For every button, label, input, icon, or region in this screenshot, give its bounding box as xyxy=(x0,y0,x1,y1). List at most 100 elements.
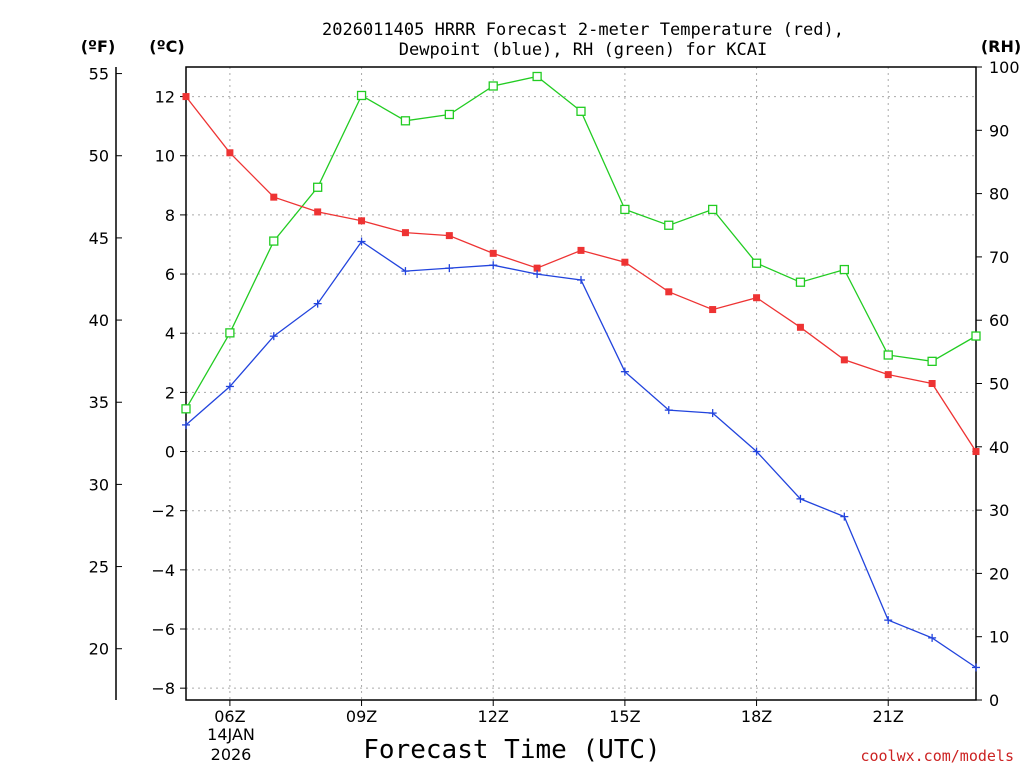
temperature-point xyxy=(401,229,409,237)
c-tick-label: 4 xyxy=(165,324,175,343)
temperature-point xyxy=(709,306,717,314)
f-tick-label: 55 xyxy=(89,65,109,84)
temperature-point xyxy=(270,193,278,201)
x-tick-label-15Z: 15Z xyxy=(609,707,640,726)
x-date-label-line2: 2026 xyxy=(211,745,252,764)
rh-point xyxy=(488,81,498,91)
temperature-point xyxy=(972,448,980,456)
celsius-unit-label: (ºC) xyxy=(149,37,184,56)
temperature-point xyxy=(533,264,541,272)
temperature-point xyxy=(753,294,761,302)
c-tick-label: 6 xyxy=(165,265,175,284)
rh-point xyxy=(225,328,235,338)
dewpoint-point xyxy=(357,237,366,246)
rh-point xyxy=(971,331,981,341)
x-tick-label-09Z: 09Z xyxy=(346,707,377,726)
temperature-series-line xyxy=(185,96,977,452)
dewpoint-point xyxy=(664,406,673,415)
axes: −8 −6 −4 −2 0 2 4 6 8 10 12 20 25 30 35 40 45 50 55 0 10 20 30… xyxy=(89,58,1020,726)
rh-point xyxy=(620,204,630,215)
rh-tick-label: 80 xyxy=(989,185,1009,204)
f-tick-label: 30 xyxy=(89,475,109,494)
temperature-point xyxy=(665,288,673,296)
rh-point xyxy=(664,220,674,230)
temperature-point xyxy=(577,246,585,254)
rh-tick-label: 60 xyxy=(989,311,1009,330)
rh-point xyxy=(269,236,279,246)
f-tick-label: 20 xyxy=(89,640,109,659)
c-tick-label: 8 xyxy=(165,206,175,225)
gridlines xyxy=(186,67,976,700)
rh-point xyxy=(795,277,806,287)
dewpoint-point xyxy=(313,299,322,308)
temperature-point xyxy=(796,323,804,331)
rh-tick-label: 100 xyxy=(989,58,1020,77)
rh-point xyxy=(576,106,586,116)
dewpoint-point xyxy=(401,267,410,276)
temperature-point xyxy=(314,208,322,216)
rh-series-line xyxy=(185,75,977,410)
rh-tick-label: 40 xyxy=(989,438,1009,457)
rh-point xyxy=(400,116,411,126)
rh-point xyxy=(708,204,718,215)
rh-tick-label: 20 xyxy=(989,564,1009,583)
dewpoint-point xyxy=(182,420,190,429)
plot-frame xyxy=(185,66,977,701)
rh-point xyxy=(839,264,849,275)
dewpoint-point xyxy=(489,261,498,270)
x-date-label-line1: 14JAN xyxy=(207,725,255,744)
dewpoint-point xyxy=(577,275,585,284)
c-tick-label: −6 xyxy=(151,620,175,639)
dewpoint-point xyxy=(533,270,542,279)
f-tick-label: 45 xyxy=(89,229,109,248)
c-tick-label: 12 xyxy=(155,88,175,107)
fahrenheit-unit-label: (ºF) xyxy=(81,37,116,56)
dewpoint-point xyxy=(708,409,717,418)
dewpoint-point xyxy=(884,616,893,625)
credit-watermark: coolwx.com/models xyxy=(860,747,1014,765)
rh-point xyxy=(356,90,367,101)
rh-tick-label: 70 xyxy=(989,248,1009,267)
c-tick-label: −2 xyxy=(151,502,175,521)
dewpoint-point xyxy=(445,264,454,273)
rh-unit-label: (RH) xyxy=(981,37,1021,56)
f-tick-label: 25 xyxy=(89,558,109,577)
x-tick-label-12Z: 12Z xyxy=(478,707,509,726)
rh-tick-label: 0 xyxy=(989,691,999,710)
rh-point xyxy=(927,356,937,366)
rh-point xyxy=(444,109,454,120)
rh-point xyxy=(751,258,762,268)
x-tick-label-21Z: 21Z xyxy=(873,707,904,726)
rh-point xyxy=(181,404,191,414)
dewpoint-point xyxy=(620,367,629,376)
temperature-point xyxy=(928,380,936,387)
dewpoint-point xyxy=(972,663,980,672)
f-tick-label: 35 xyxy=(89,393,109,412)
rh-point xyxy=(532,71,542,82)
chart-title-line2: Dewpoint (blue), RH (green) for KCAI xyxy=(399,40,767,60)
x-tick-label-06Z: 06Z xyxy=(214,707,245,726)
rh-tick-label: 90 xyxy=(989,121,1009,140)
x-axis-title: Forecast Time (UTC) xyxy=(363,735,660,765)
x-tick-label-18Z: 18Z xyxy=(741,707,772,726)
dewpoint-point xyxy=(752,447,761,456)
dewpoint-point xyxy=(269,332,278,341)
temperature-point xyxy=(182,93,190,101)
rh-point xyxy=(883,350,893,360)
temperature-point xyxy=(489,249,497,257)
temperature-point xyxy=(840,356,848,364)
dewpoint-series-line xyxy=(185,240,977,669)
dewpoint-point xyxy=(225,382,234,391)
temperature-point xyxy=(884,371,892,379)
rh-tick-label: 30 xyxy=(989,501,1009,520)
temperature-point xyxy=(445,232,453,240)
c-tick-label: 0 xyxy=(165,443,175,462)
data-series xyxy=(181,71,981,672)
c-tick-label: −8 xyxy=(151,679,175,698)
f-tick-label: 40 xyxy=(89,311,109,330)
chart-title-line1: 2026011405 HRRR Forecast 2-meter Tempera… xyxy=(322,20,844,40)
c-tick-label: −4 xyxy=(151,561,175,580)
temperature-point xyxy=(358,217,366,225)
rh-tick-label: 50 xyxy=(989,375,1009,394)
